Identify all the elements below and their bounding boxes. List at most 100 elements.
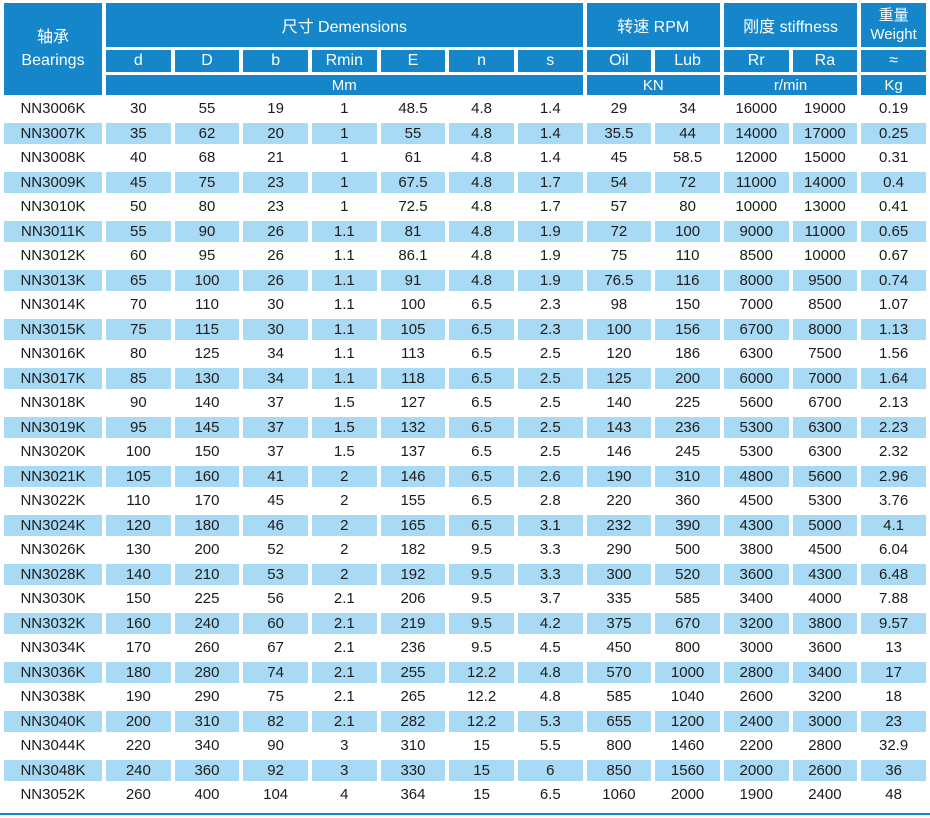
spec-value: 9.5 bbox=[449, 588, 514, 610]
spec-value: 2.23 bbox=[861, 416, 926, 438]
bearing-model: NN3010K bbox=[4, 196, 102, 218]
spec-value: 4.8 bbox=[449, 147, 514, 169]
spec-value: 110 bbox=[655, 245, 720, 267]
bearing-model: NN3016K bbox=[4, 343, 102, 365]
spec-value: 4300 bbox=[723, 514, 789, 536]
bearing-model: NN3044K bbox=[4, 735, 102, 757]
spec-value: 290 bbox=[174, 686, 240, 708]
table-row: NN3010K 50 80 23 1 72.5 4.8 1.7 57 80 10000 13000 0.… bbox=[4, 196, 926, 218]
spec-value: 17 bbox=[861, 661, 926, 683]
spec-value: 0.41 bbox=[861, 196, 926, 218]
spec-value: 2600 bbox=[792, 759, 858, 781]
spec-value: 100 bbox=[586, 318, 652, 340]
table-row: NN3015K 75 115 30 1.1 105 6.5 2.3 100 156 6700 8000… bbox=[4, 318, 926, 340]
spec-value: 4800 bbox=[723, 465, 789, 487]
bearing-model: NN3020K bbox=[4, 441, 102, 463]
spec-value: 2 bbox=[311, 539, 377, 561]
spec-value: 160 bbox=[106, 612, 171, 634]
spec-value: 180 bbox=[106, 661, 171, 683]
spec-value: 150 bbox=[655, 294, 720, 316]
spec-value: 75 bbox=[106, 318, 171, 340]
spec-value: 15 bbox=[449, 735, 514, 757]
table-row: NN3021K 105 160 41 2 146 6.5 2.6 190 310 4800 5600 2… bbox=[4, 465, 926, 487]
spec-value: 9.5 bbox=[449, 637, 514, 659]
spec-value: 2000 bbox=[655, 784, 720, 806]
bearing-model: NN3022K bbox=[4, 490, 102, 512]
spec-value: 115 bbox=[174, 318, 240, 340]
spec-value: 3400 bbox=[792, 661, 858, 683]
spec-value: 232 bbox=[586, 514, 652, 536]
spec-value: 20 bbox=[243, 122, 308, 144]
spec-value: 1.1 bbox=[311, 245, 377, 267]
spec-value: 55 bbox=[106, 220, 171, 242]
spec-value: 62 bbox=[174, 122, 240, 144]
spec-value: 12.2 bbox=[449, 686, 514, 708]
spec-value: 110 bbox=[106, 490, 171, 512]
spec-value: 3800 bbox=[792, 612, 858, 634]
spec-value: 2 bbox=[311, 490, 377, 512]
spec-value: 330 bbox=[380, 759, 446, 781]
spec-value: 6000 bbox=[723, 367, 789, 389]
spec-value: 310 bbox=[380, 735, 446, 757]
spec-value: 50 bbox=[106, 196, 171, 218]
spec-value: 655 bbox=[586, 710, 652, 732]
spec-value: 0.19 bbox=[861, 98, 926, 120]
spec-value: 13 bbox=[861, 637, 926, 659]
spec-value: 2400 bbox=[792, 784, 858, 806]
spec-value: 13000 bbox=[792, 196, 858, 218]
spec-value: 210 bbox=[174, 563, 240, 585]
spec-value: 800 bbox=[655, 637, 720, 659]
table-row: NN3008K 40 68 21 1 61 4.8 1.4 45 58.5 12000 15000 0.… bbox=[4, 147, 926, 169]
spec-value: 4 bbox=[311, 784, 377, 806]
spec-value: 360 bbox=[174, 759, 240, 781]
column-header-D: D bbox=[174, 50, 240, 72]
spec-value: 34 bbox=[655, 98, 720, 120]
spec-value: 170 bbox=[106, 637, 171, 659]
table-row: NN3024K 120 180 46 2 165 6.5 3.1 232 390 4300 5000 4… bbox=[4, 514, 926, 536]
bearing-model: NN3015K bbox=[4, 318, 102, 340]
spec-value: 1 bbox=[311, 122, 377, 144]
spec-value: 5.5 bbox=[517, 735, 583, 757]
spec-value: 192 bbox=[380, 563, 446, 585]
spec-value: 186 bbox=[655, 343, 720, 365]
spec-value: 1.07 bbox=[861, 294, 926, 316]
spec-value: 9.5 bbox=[449, 612, 514, 634]
spec-value: 1.4 bbox=[517, 98, 583, 120]
spec-value: 130 bbox=[106, 539, 171, 561]
spec-value: 2.13 bbox=[861, 392, 926, 414]
spec-value: 56 bbox=[243, 588, 308, 610]
spec-value: 105 bbox=[106, 465, 171, 487]
bearing-model: NN3012K bbox=[4, 245, 102, 267]
spec-value: 12.2 bbox=[449, 710, 514, 732]
spec-value: 1.5 bbox=[311, 441, 377, 463]
table-row: NN3006K 30 55 19 1 48.5 4.8 1.4 29 34 16000 19000 0.… bbox=[4, 98, 926, 120]
bearing-model: NN3052K bbox=[4, 784, 102, 806]
spec-value: 240 bbox=[106, 759, 171, 781]
spec-value: 6.5 bbox=[449, 392, 514, 414]
spec-value: 55 bbox=[174, 98, 240, 120]
column-header-d: d bbox=[106, 50, 171, 72]
spec-value: 140 bbox=[586, 392, 652, 414]
spec-value: 0.4 bbox=[861, 171, 926, 193]
spec-value: 800 bbox=[586, 735, 652, 757]
bearing-model: NN3009K bbox=[4, 171, 102, 193]
spec-value: 8000 bbox=[723, 269, 789, 291]
spec-value: 26 bbox=[243, 269, 308, 291]
spec-value: 170 bbox=[174, 490, 240, 512]
spec-value: 10000 bbox=[723, 196, 789, 218]
bearing-model: NN3032K bbox=[4, 612, 102, 634]
spec-value: 0.31 bbox=[861, 147, 926, 169]
column-header-oil: Oil bbox=[586, 50, 652, 72]
spec-value: 26 bbox=[243, 220, 308, 242]
spec-value: 1.1 bbox=[311, 318, 377, 340]
table-row: NN3014K 70 110 30 1.1 100 6.5 2.3 98 150 7000 8500 1… bbox=[4, 294, 926, 316]
spec-value: 2.6 bbox=[517, 465, 583, 487]
spec-value: 61 bbox=[380, 147, 446, 169]
spec-value: 85 bbox=[106, 367, 171, 389]
table-row: NN3048K 240 360 92 3 330 15 6 850 1560 2000 2600 36 bbox=[4, 759, 926, 781]
spec-value: 17000 bbox=[792, 122, 858, 144]
spec-value: 6.5 bbox=[449, 514, 514, 536]
column-header-b: b bbox=[243, 50, 308, 72]
spec-value: 155 bbox=[380, 490, 446, 512]
spec-value: 81 bbox=[380, 220, 446, 242]
